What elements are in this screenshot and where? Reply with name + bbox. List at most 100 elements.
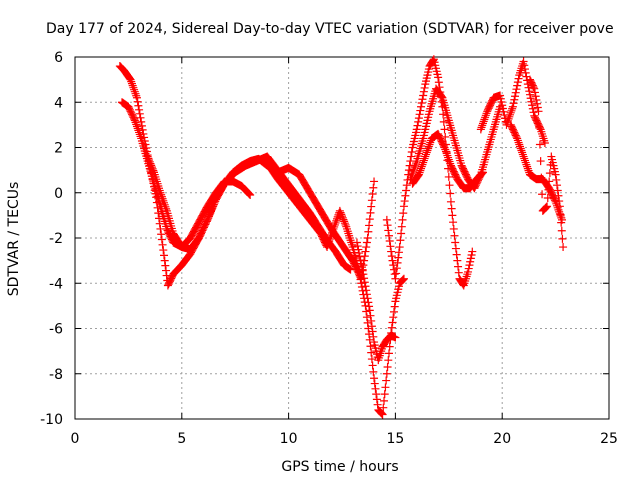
data-point [367,322,376,331]
data-point [511,88,520,97]
data-point [160,256,169,265]
data-point [363,294,372,303]
y-tick-label: 4 [54,95,63,111]
data-point [245,190,254,199]
data-point [340,217,349,226]
data-point [381,383,390,392]
data-point [444,153,453,162]
data-point [362,238,371,247]
data-point [399,202,408,211]
data-point [127,77,136,86]
data-point [361,247,370,256]
data-point [382,215,391,224]
data-point [367,316,376,325]
data-point [246,191,255,200]
data-point [528,104,537,113]
data-point [401,191,410,200]
data-point [364,298,373,307]
data-point [206,208,215,217]
data-point [439,110,448,119]
data-point [355,267,364,276]
data-point [525,90,534,99]
data-point [382,369,391,378]
data-point [370,379,379,388]
data-point [397,222,406,231]
data-point [160,251,168,260]
data-point [144,154,153,163]
data-point [419,91,428,100]
data-point [357,283,366,292]
data-point [399,274,408,283]
data-point [394,248,403,257]
data-point [378,410,387,419]
data-point [130,116,139,125]
data-point [364,227,373,236]
data-point [514,74,523,83]
data-point [468,247,477,256]
data-point [424,142,433,151]
data-point [357,279,366,288]
data-point [385,342,394,351]
data-point [160,198,168,207]
data-point [328,226,337,235]
data-point [465,261,474,270]
data-point [329,224,338,233]
y-tick-label: 6 [54,50,63,66]
data-point [130,114,139,123]
data-point [516,142,524,151]
data-point [476,125,485,134]
data-point [209,198,218,207]
data-point [324,239,333,248]
data-point [422,148,431,157]
y-tick-label: -6 [49,322,63,338]
data-point [356,275,365,284]
data-point [521,158,530,167]
data-point [160,200,169,209]
data-point [207,204,216,213]
data-point [157,192,166,201]
data-point [450,231,459,240]
data-point [370,374,379,383]
data-point [515,140,524,149]
data-point [146,159,155,168]
data-point [244,189,253,198]
data-point [355,249,364,258]
data-point [545,169,554,178]
data-point [357,259,366,268]
data-point [145,156,154,165]
data-point [417,102,426,111]
data-point [478,169,487,178]
data-point [439,117,448,126]
data-point [417,99,426,108]
data-point [517,146,526,155]
data-point [551,197,560,206]
data-point [204,212,213,221]
data-point [161,261,170,270]
data-point [145,157,154,166]
data-point [208,202,217,211]
x-tick-label: 5 [177,431,186,447]
data-point [545,177,554,186]
data-point [379,403,388,412]
data-point [384,226,393,235]
data-point [527,97,536,106]
data-point [419,156,428,165]
data-point [407,152,416,161]
data-point [449,218,458,227]
data-point [415,110,424,119]
data-point [444,155,453,164]
data-point [135,130,144,139]
data-point [524,166,533,175]
data-point [520,61,529,70]
data-point [132,120,141,129]
data-point [365,221,374,230]
data-point [446,189,455,198]
data-point [356,256,365,265]
data-point [134,101,143,110]
data-point [135,105,144,114]
data-point [352,238,361,247]
data-point [481,111,490,120]
data-point [355,252,364,261]
data-point [161,202,170,211]
data-point [132,93,141,102]
